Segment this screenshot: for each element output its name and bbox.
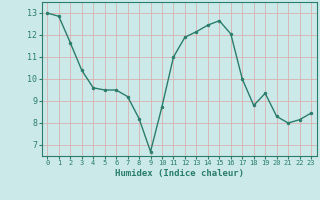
X-axis label: Humidex (Indice chaleur): Humidex (Indice chaleur) [115,169,244,178]
